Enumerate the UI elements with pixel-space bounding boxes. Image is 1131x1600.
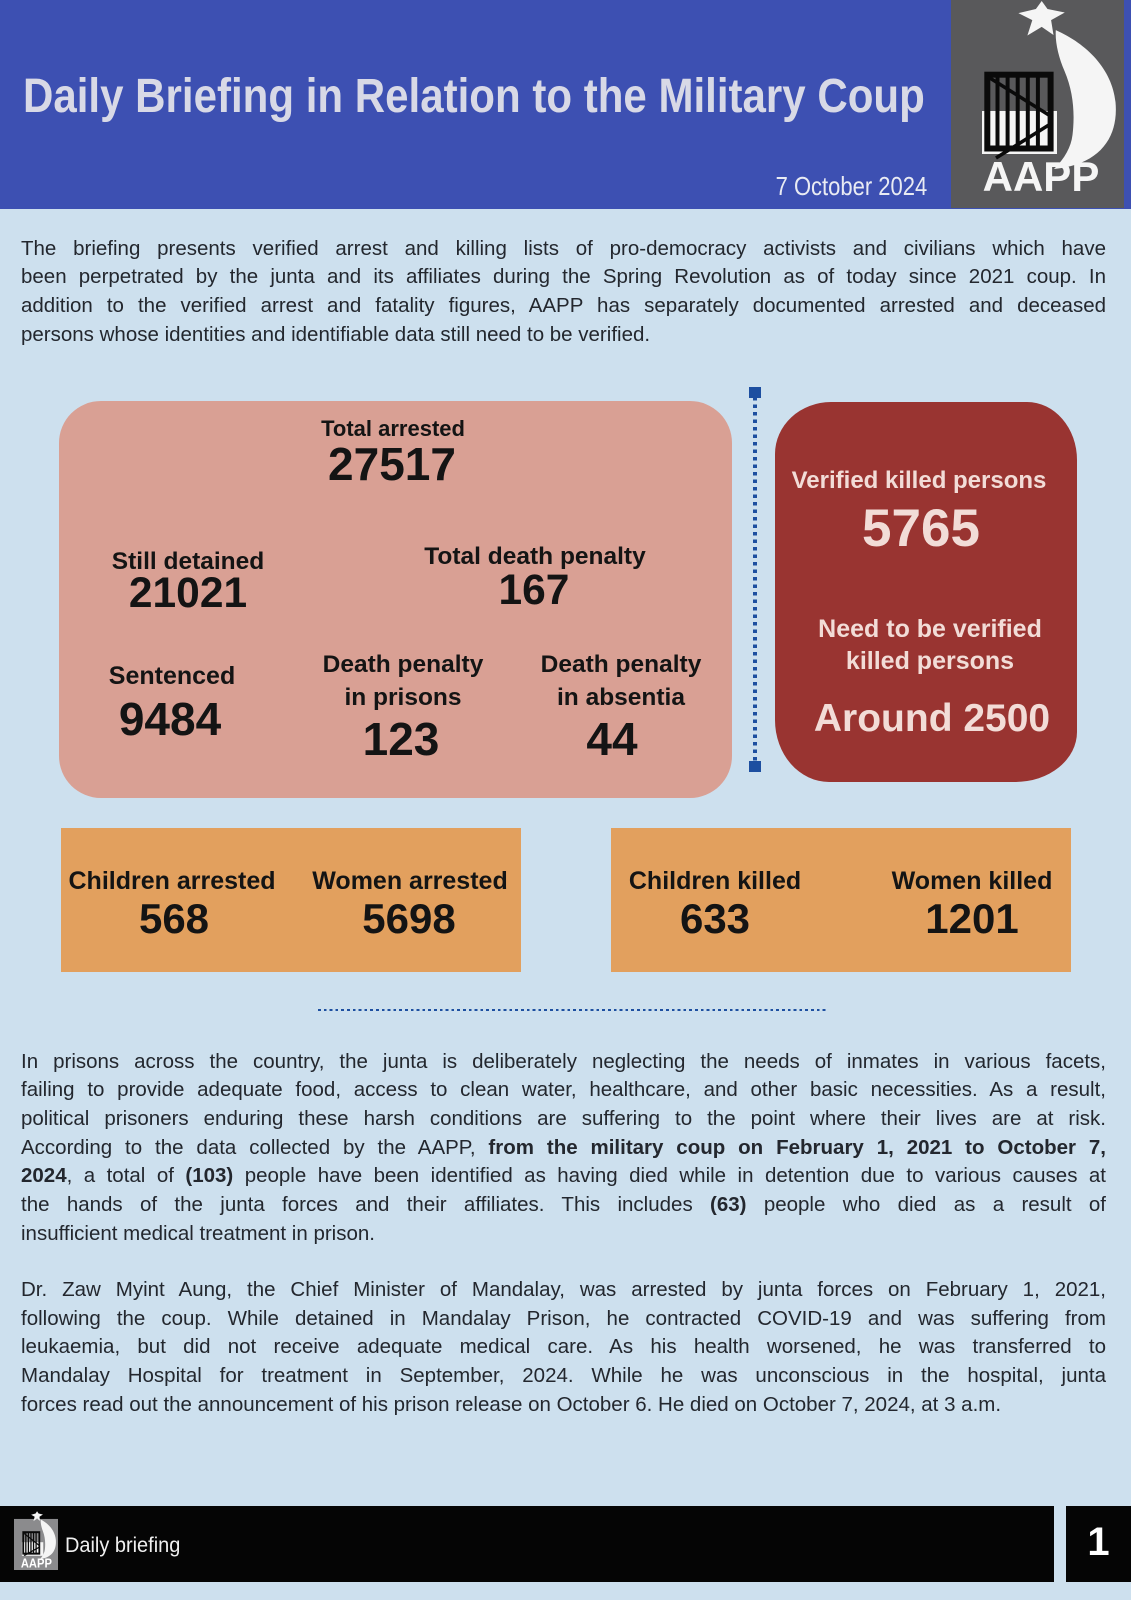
svg-text:AAPP: AAPP xyxy=(983,153,1100,200)
svg-text:AAPP: AAPP xyxy=(21,1556,52,1570)
